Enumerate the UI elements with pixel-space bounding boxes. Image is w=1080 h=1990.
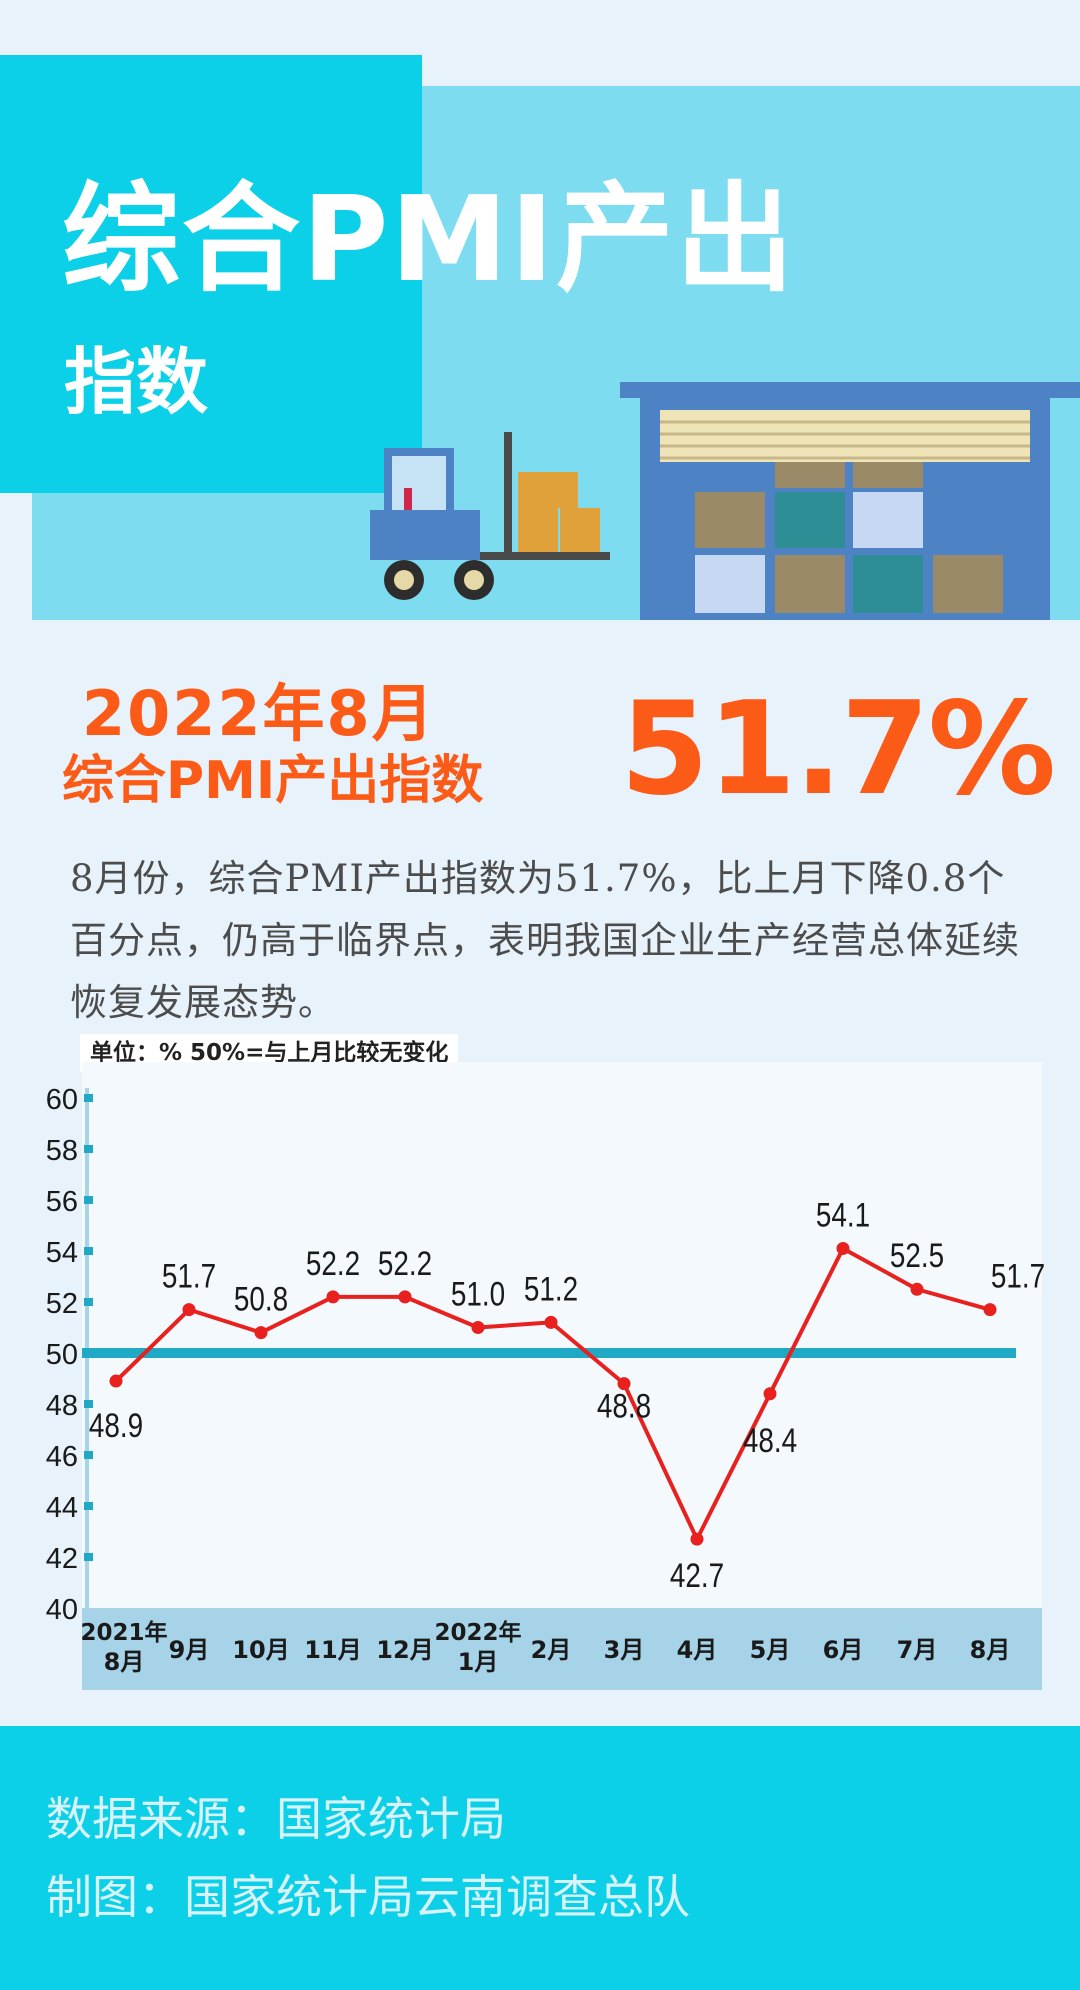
x-tick-label: 1月 <box>458 1648 499 1676</box>
data-label: 42.7 <box>670 1557 724 1595</box>
y-tick-mark <box>84 1298 93 1306</box>
data-point <box>836 1241 850 1255</box>
data-point <box>617 1377 631 1391</box>
description-text: 8月份，综合PMI产出指数为51.7%，比上月下降0.8个百分点，仍高于临界点，… <box>70 857 1020 1024</box>
y-tick-label: 56 <box>46 1186 78 1218</box>
y-tick-label: 58 <box>46 1135 78 1167</box>
data-label: 52.2 <box>306 1244 360 1282</box>
y-tick-mark <box>84 1553 93 1561</box>
data-label: 51.7 <box>991 1257 1045 1295</box>
footer-band <box>0 1726 1080 1990</box>
data-point <box>182 1303 196 1317</box>
y-tick-label: 42 <box>46 1543 78 1575</box>
data-label: 51.2 <box>524 1270 578 1308</box>
data-point <box>109 1374 123 1388</box>
x-tick-label: 8月 <box>970 1636 1011 1664</box>
data-point <box>544 1315 558 1329</box>
data-point <box>763 1387 777 1401</box>
x-tick-label: 3月 <box>604 1636 645 1664</box>
data-label: 52.2 <box>378 1244 432 1282</box>
y-tick-label: 50 <box>46 1339 78 1371</box>
x-tick-label: 2月 <box>531 1636 572 1664</box>
y-tick-label: 44 <box>46 1492 78 1524</box>
y-tick-label: 60 <box>46 1084 78 1116</box>
x-tick-label: 12月 <box>376 1636 433 1664</box>
data-label: 51.7 <box>162 1257 216 1295</box>
warehouse-forklift-illustration <box>370 382 1080 620</box>
y-tick-mark <box>84 1451 93 1459</box>
y-tick-mark <box>84 1502 93 1510</box>
data-point <box>254 1326 268 1340</box>
y-tick-mark <box>84 1196 93 1204</box>
x-tick-label: 9月 <box>169 1636 210 1664</box>
plot-area <box>82 1062 1042 1608</box>
y-tick-mark <box>84 1247 93 1255</box>
y-tick-label: 54 <box>46 1237 78 1269</box>
data-point <box>326 1290 340 1304</box>
y-tick-label: 40 <box>46 1594 78 1626</box>
data-point <box>398 1290 412 1304</box>
data-point <box>471 1321 485 1334</box>
page-subtitle: 指数 <box>64 340 209 424</box>
x-tick-label: 6月 <box>823 1636 864 1664</box>
data-label: 50.8 <box>234 1280 288 1318</box>
data-point <box>690 1532 704 1546</box>
y-tick-mark <box>84 1145 93 1153</box>
y-tick-label: 52 <box>46 1288 78 1320</box>
x-tick-label: 2022年 <box>434 1619 521 1646</box>
data-label: 48.4 <box>743 1421 797 1459</box>
x-tick-label: 5月 <box>750 1636 791 1664</box>
x-tick-label: 4月 <box>677 1636 718 1664</box>
x-tick-label: 7月 <box>897 1636 938 1664</box>
pmi-line-chart: 60 58 56 54 52 50 48 46 44 42 40 48.9 51.7 50.8 52.2 52… <box>46 1062 1045 1690</box>
data-source: 数据来源：国家统计局 <box>46 1792 506 1846</box>
data-point <box>910 1282 924 1296</box>
x-tick-label: 10月 <box>232 1636 289 1664</box>
data-label: 52.5 <box>890 1237 944 1275</box>
data-label: 48.8 <box>597 1387 651 1425</box>
x-axis-band <box>82 1608 1042 1690</box>
header-accent-block <box>0 55 422 493</box>
headline-indicator-name: 综合PMI产出指数 <box>62 751 484 811</box>
x-tick-label: 2021年 <box>80 1619 167 1646</box>
y-tick-label: 48 <box>46 1390 78 1422</box>
headline-date: 2022年8月 <box>82 677 436 750</box>
y-tick-mark <box>84 1400 93 1408</box>
headline-value: 51.7% <box>620 675 1056 824</box>
data-label: 54.1 <box>816 1196 870 1234</box>
x-tick-label: 8月 <box>104 1648 145 1676</box>
chart-credit: 制图：国家统计局云南调查总队 <box>46 1870 690 1924</box>
page-title: 综合PMI产出 <box>62 170 796 308</box>
y-tick-mark <box>84 1094 93 1102</box>
data-label: 51.0 <box>451 1275 505 1313</box>
y-tick-label: 46 <box>46 1441 78 1473</box>
data-point <box>983 1303 997 1317</box>
data-label: 48.9 <box>89 1406 143 1444</box>
x-tick-label: 11月 <box>304 1636 361 1664</box>
